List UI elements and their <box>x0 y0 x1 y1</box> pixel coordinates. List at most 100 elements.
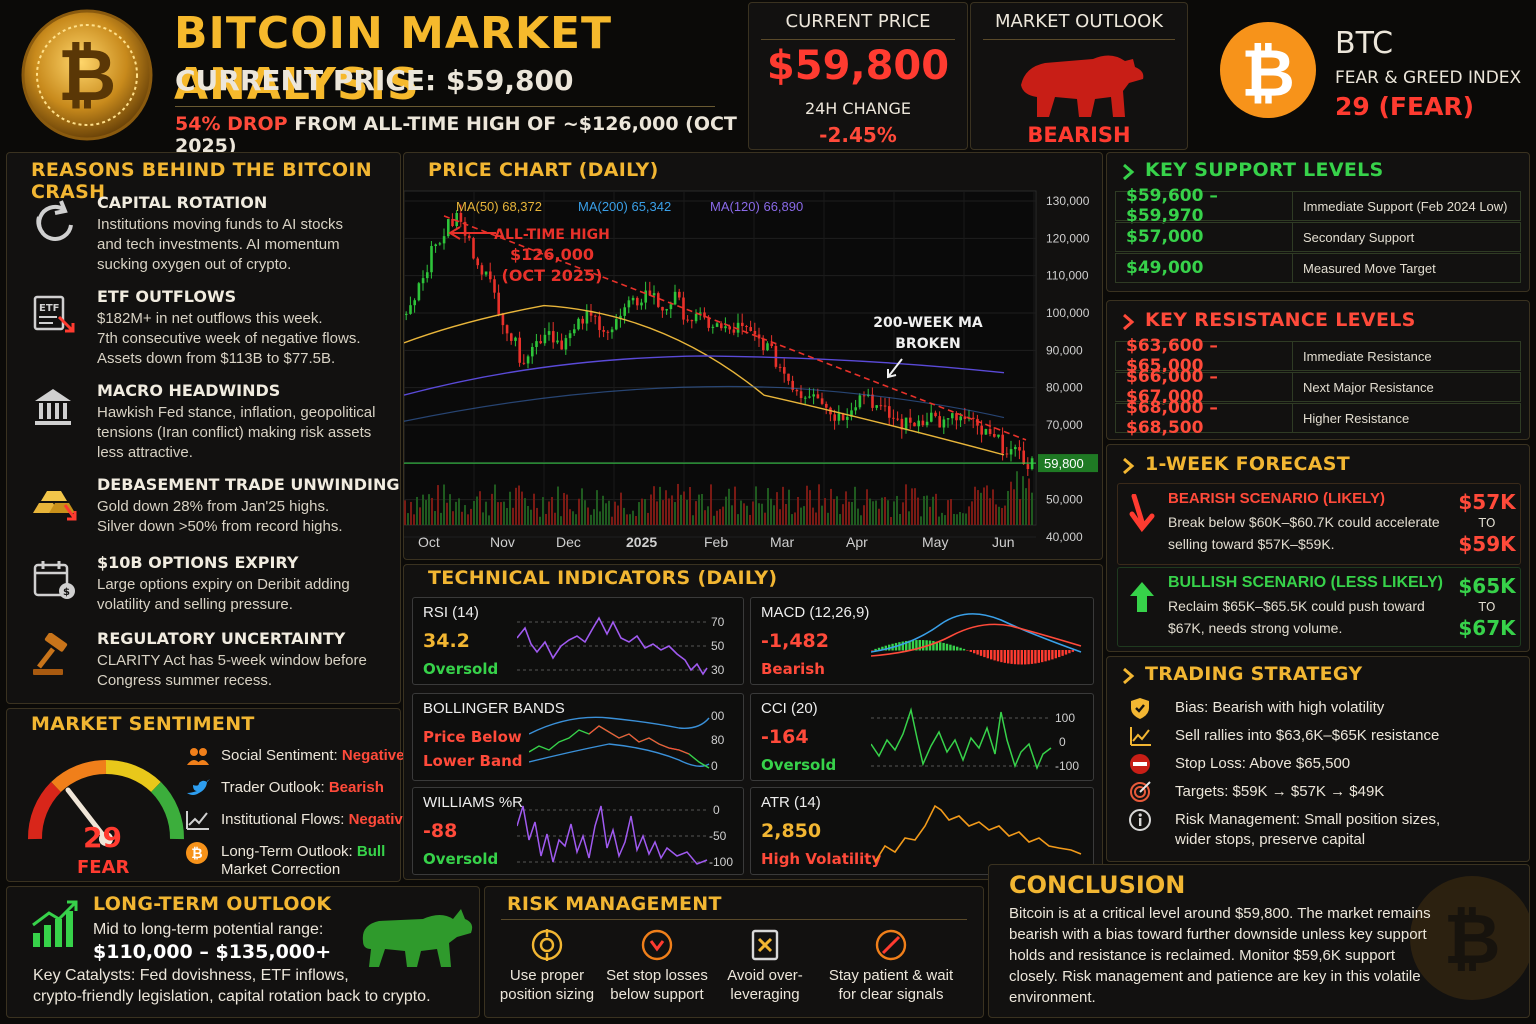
candle-body <box>505 325 509 334</box>
strategy-text: wider stops, preserve capital <box>1175 831 1366 848</box>
candle-body <box>879 405 883 407</box>
conclusion-line: environment. <box>1009 989 1096 1006</box>
volume-bar <box>770 498 772 525</box>
arrow-down-icon <box>1129 494 1155 532</box>
candle-body <box>459 212 463 222</box>
sentiment-label: Trader Outlook: <box>221 779 329 796</box>
volume-bar <box>422 494 424 525</box>
candle-body <box>753 330 757 335</box>
candle-body <box>988 429 992 434</box>
bollinger-tick-1: 00 <box>711 709 725 723</box>
macd-bar <box>877 647 881 651</box>
candle-body <box>707 317 710 328</box>
volume-bar <box>929 506 931 525</box>
candle-body <box>841 413 845 420</box>
candle-body <box>1009 449 1013 455</box>
macd-bar <box>901 641 904 651</box>
volume-bar <box>848 501 850 525</box>
candle-body <box>812 394 815 397</box>
y-tick-label: 110,000 <box>1046 269 1089 283</box>
candle-body <box>678 291 681 298</box>
candle-body <box>1030 458 1034 470</box>
volume-bar <box>617 505 619 525</box>
volume-bar <box>1016 471 1018 525</box>
bollinger-status-1: Price Below <box>423 728 522 746</box>
x-tick-label: 2025 <box>626 534 657 550</box>
reason-text: Hawkish Fed stance, inflation, geopoliti… <box>97 404 376 421</box>
support-desc: Immediate Support (Feb 2024 Low) <box>1292 192 1520 220</box>
volume-bar <box>722 506 724 525</box>
candle-body <box>997 434 1000 437</box>
forecast-panel: 1-WEEK FORECAST BEARISH SCENARIO (LIKELY… <box>1106 444 1530 652</box>
resistance-level: $66,000 – $67,000 <box>1126 367 1218 407</box>
rsi-tick-30: 30 <box>711 663 725 677</box>
bear-title: BEARISH SCENARIO (LIKELY) <box>1168 490 1385 507</box>
rotation-icon <box>36 200 73 241</box>
macd-bar <box>1034 650 1037 664</box>
risk-text: leveraging <box>730 986 800 1003</box>
volume-bar <box>791 514 793 525</box>
conclusion-line: Bitcoin is at a critical level around $5… <box>1009 905 1431 922</box>
volume-bar <box>836 496 838 525</box>
volume-bar <box>452 511 454 525</box>
volume-bar <box>851 501 853 525</box>
candle-body <box>589 310 593 316</box>
svg-text:₿: ₿ <box>58 33 117 117</box>
candle-body <box>539 341 542 344</box>
reason-text: tensions (Iran conflict) making risk ass… <box>97 424 372 441</box>
ath-annotation: ALL-TIME HIGH <box>494 227 610 243</box>
legend-item: MA(200) 65,342 <box>578 199 671 214</box>
resistance-desc: Next Major Resistance <box>1292 373 1520 401</box>
macd-bar <box>986 650 989 659</box>
support-title: KEY SUPPORT LEVELS <box>1145 159 1384 181</box>
macd-bar <box>939 642 942 651</box>
volume-bar <box>1013 489 1015 525</box>
gold-bars-icon <box>33 491 77 521</box>
volume-bar <box>581 488 583 525</box>
bear-text-1: Break below $60K–$60.7K could accelerate <box>1168 514 1440 530</box>
volume-bar <box>698 494 700 525</box>
volume-bar <box>455 501 457 525</box>
volume-bar <box>977 490 979 525</box>
volume-bar <box>629 514 631 525</box>
volume-bar <box>641 498 643 525</box>
volume-bar <box>821 505 823 525</box>
growth-chart-icon <box>32 900 78 947</box>
volume-bar <box>479 491 481 525</box>
rsi-mini-chart: 70 50 30 <box>517 615 725 677</box>
volume-bar <box>938 516 940 525</box>
current-price-tag-label: 59,800 <box>1044 456 1084 471</box>
candle-body <box>766 343 769 351</box>
volume-bar <box>998 506 1000 525</box>
volume-bar <box>854 486 856 525</box>
volume-bar <box>482 512 484 525</box>
volume-bar <box>986 485 988 525</box>
volume-bar <box>737 514 739 525</box>
support-row: $49,000 Measured Move Target <box>1115 253 1521 283</box>
macd-bar <box>990 650 993 660</box>
bull-text-2: $67K, needs strong volume. <box>1168 620 1343 636</box>
volume-bar <box>419 507 421 525</box>
volume-bar <box>446 502 448 525</box>
risk-divider <box>501 919 967 920</box>
candle-body <box>858 395 862 408</box>
volume-bar <box>683 491 685 525</box>
volume-bar <box>407 513 409 525</box>
candle-body <box>564 338 568 350</box>
macd-name: MACD (12,26,9) <box>761 604 870 621</box>
sentiment-item: Institutional Flows: Negative <box>221 811 411 828</box>
volume-bar <box>431 497 433 525</box>
volume-bar <box>932 496 934 525</box>
volume-bar <box>815 512 817 525</box>
bull-from: $65K <box>1458 574 1516 598</box>
macd-bar <box>969 650 972 652</box>
reason-title: CAPITAL ROTATION <box>97 193 268 212</box>
bird-icon <box>187 779 210 795</box>
risk-text: Use proper <box>509 967 585 984</box>
candle-body <box>543 334 547 344</box>
support-desc: Measured Move Target <box>1292 254 1520 282</box>
candle-body <box>442 236 446 244</box>
volume-bar <box>896 495 898 525</box>
resistance-title: KEY RESISTANCE LEVELS <box>1145 309 1416 331</box>
volume-bar <box>923 496 925 525</box>
